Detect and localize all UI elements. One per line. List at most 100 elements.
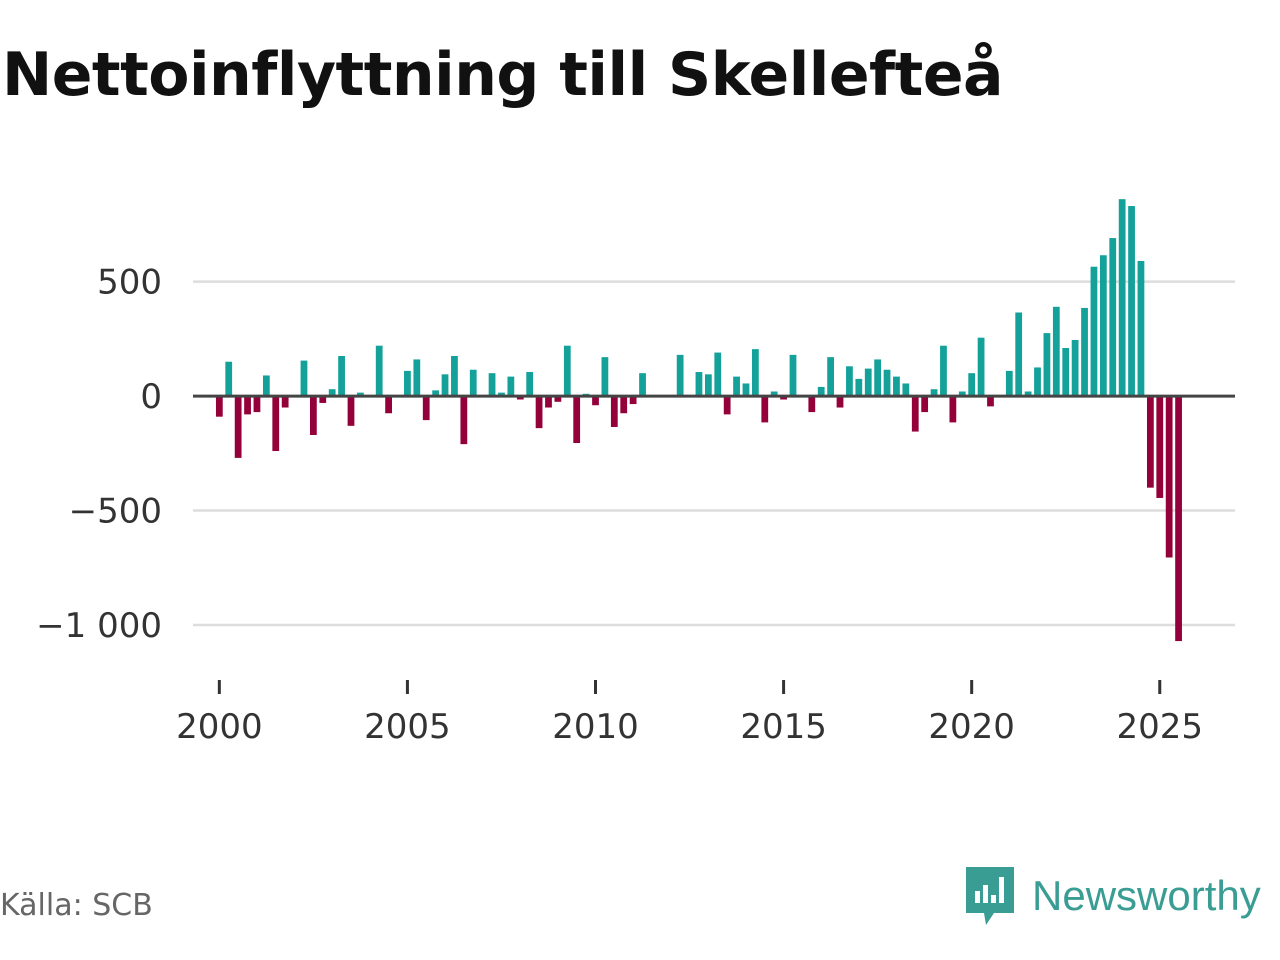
bar — [977, 337, 985, 397]
bar — [1128, 206, 1135, 397]
bar — [272, 396, 280, 452]
x-tick-label: 2005 — [364, 707, 451, 747]
bar — [573, 396, 581, 444]
bar — [1071, 339, 1079, 397]
y-tick-label: 0 — [140, 377, 162, 417]
bar — [1109, 238, 1117, 397]
bar — [1062, 347, 1070, 397]
bar — [742, 383, 750, 397]
bar — [1015, 312, 1023, 397]
bar — [676, 354, 684, 397]
chart-title: Nettoinflyttning till Skellefteå — [2, 40, 1004, 110]
bar — [253, 396, 261, 413]
bar — [328, 389, 336, 397]
bar-chart: 500 0 −500 −1 000 2000 2005 2010 2015 2020 2025 — [36, 199, 1235, 747]
bar — [883, 369, 891, 397]
bar — [639, 373, 646, 397]
bar — [554, 396, 562, 402]
bar — [780, 396, 787, 400]
bar — [460, 396, 468, 445]
bar — [592, 396, 599, 406]
x-tick-label: 2000 — [176, 707, 263, 747]
bar — [902, 383, 910, 397]
newsworthy-logo-icon — [966, 867, 1014, 925]
bar — [704, 374, 712, 397]
bar — [846, 366, 853, 397]
bar — [422, 396, 430, 421]
bar — [413, 359, 421, 397]
bar — [1165, 396, 1173, 558]
bar — [488, 373, 496, 397]
bar — [714, 352, 722, 397]
y-tick-label: −500 — [69, 492, 162, 532]
bar — [319, 396, 327, 403]
x-tick-label: 2015 — [740, 707, 827, 747]
axes: 500 0 −500 −1 000 2000 2005 2010 2015 2020 2025 — [36, 263, 1235, 747]
bar — [441, 374, 449, 397]
bar — [262, 375, 270, 397]
bar — [535, 396, 543, 429]
bar — [1024, 391, 1032, 397]
bar — [940, 345, 947, 397]
bar — [921, 396, 929, 413]
bar — [347, 396, 355, 426]
bar — [808, 396, 816, 413]
bar — [1081, 307, 1088, 397]
brand-name: Newsworthy — [1032, 872, 1261, 919]
bar — [1090, 266, 1098, 397]
bar — [1137, 260, 1145, 397]
bar — [545, 396, 552, 408]
bar — [526, 372, 534, 397]
bar — [244, 396, 251, 415]
bar — [1099, 255, 1107, 397]
bar — [234, 396, 242, 458]
bar — [911, 396, 919, 432]
bar — [375, 345, 383, 397]
bar — [1005, 370, 1013, 397]
bar — [874, 359, 882, 397]
bar — [695, 372, 703, 397]
bar — [563, 345, 571, 397]
bar — [723, 396, 731, 415]
bar — [281, 396, 289, 408]
x-tick-label: 2020 — [928, 707, 1015, 747]
bar — [1156, 396, 1164, 498]
bar — [629, 396, 637, 405]
bar — [451, 356, 458, 397]
x-tick-label: 2010 — [552, 707, 639, 747]
bar — [385, 396, 392, 414]
bar — [620, 396, 628, 414]
bar — [215, 396, 223, 417]
bar — [930, 389, 938, 397]
bar — [338, 356, 345, 397]
bar — [432, 390, 440, 397]
bar — [309, 396, 317, 435]
bar — [987, 396, 994, 407]
bar — [761, 396, 769, 423]
bar-series — [215, 199, 1182, 642]
bar — [968, 373, 976, 397]
bar — [404, 370, 411, 397]
y-tick-label: −1 000 — [36, 606, 162, 646]
bar — [357, 392, 364, 397]
bar — [864, 368, 872, 397]
bar — [469, 369, 477, 397]
bar — [516, 396, 524, 400]
bar — [601, 357, 609, 397]
bar — [1175, 396, 1182, 642]
bar — [1146, 396, 1154, 488]
bar — [770, 391, 778, 397]
bar — [1043, 333, 1051, 397]
grid-lines — [193, 280, 1235, 627]
bar — [751, 349, 759, 397]
bar — [855, 378, 863, 397]
bar — [893, 376, 900, 397]
bar — [610, 396, 618, 427]
brand-logo[interactable]: Newsworthy — [964, 864, 1261, 928]
bar — [1034, 367, 1041, 397]
bar — [507, 376, 515, 397]
bar — [827, 357, 834, 397]
y-tick-label: 500 — [97, 263, 162, 303]
bar — [300, 360, 308, 397]
bar — [1118, 199, 1126, 397]
